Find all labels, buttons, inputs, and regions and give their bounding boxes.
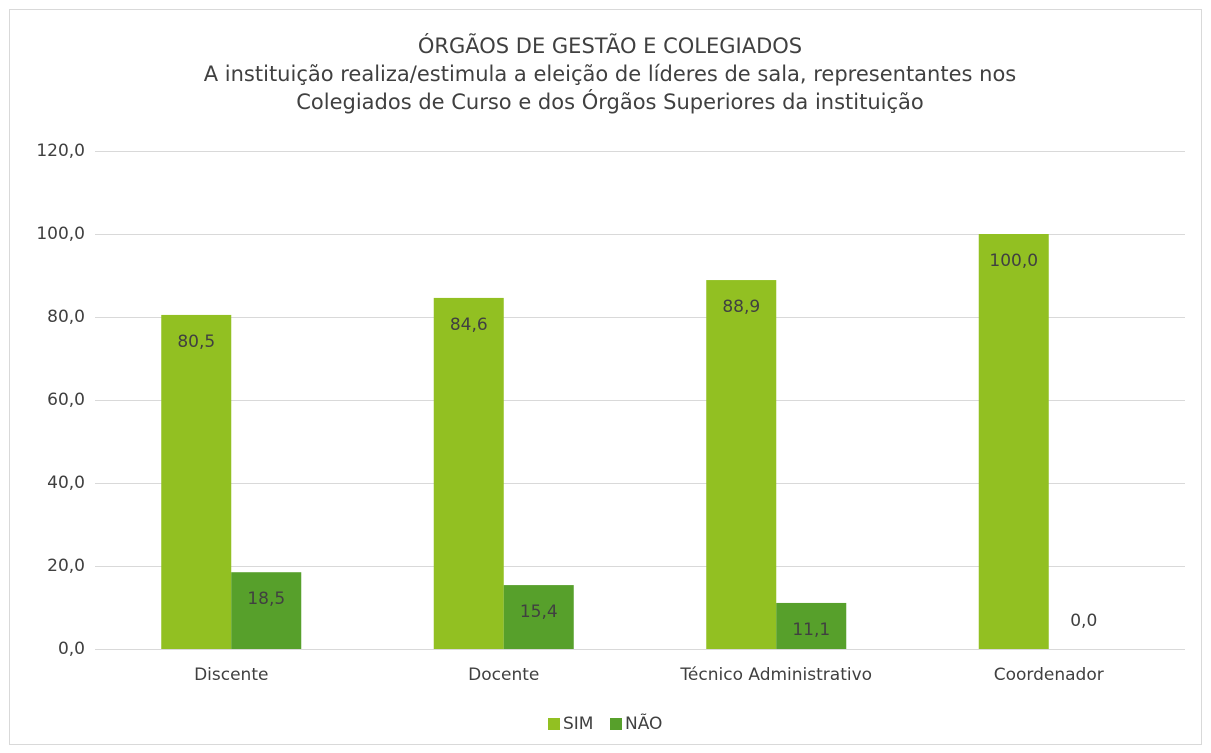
y-tick-label: 120,0 [36,141,85,161]
legend-swatch [548,718,560,730]
data-label: 11,1 [792,620,830,640]
y-tick-label: 40,0 [47,473,85,493]
data-label: 88,9 [722,297,760,317]
chart-title: ÓRGÃOS DE GESTÃO E COLEGIADOS [418,32,802,58]
data-label: 18,5 [247,589,285,609]
legend-label: NÃO [625,712,662,734]
data-label: 0,0 [1070,611,1097,631]
bar [231,572,302,649]
data-label: 84,6 [450,315,488,335]
bar [978,234,1049,649]
y-tick-label: 20,0 [47,556,85,576]
x-tick-label: Coordenador [994,665,1104,685]
bar [503,585,574,649]
y-tick-label: 60,0 [47,390,85,410]
chart-subtitle: Colegiados de Curso e dos Órgãos Superio… [296,89,924,114]
chart-subtitle: A instituição realiza/estimula a eleição… [204,62,1016,86]
legend-label: SIM [563,714,593,734]
x-tick-label: Técnico Administrativo [679,665,872,685]
bar [161,314,232,649]
y-tick-label: 80,0 [47,307,85,327]
legend-swatch [610,718,622,730]
data-label: 80,5 [177,332,215,352]
x-tick-label: Docente [468,665,539,685]
y-tick-label: 0,0 [58,639,85,659]
x-tick-label: Discente [194,665,268,685]
bar [776,602,847,649]
y-tick-label: 100,0 [36,224,85,244]
bar [706,280,777,649]
data-label: 100,0 [989,251,1038,271]
bar [433,297,504,649]
data-label: 15,4 [520,602,558,622]
